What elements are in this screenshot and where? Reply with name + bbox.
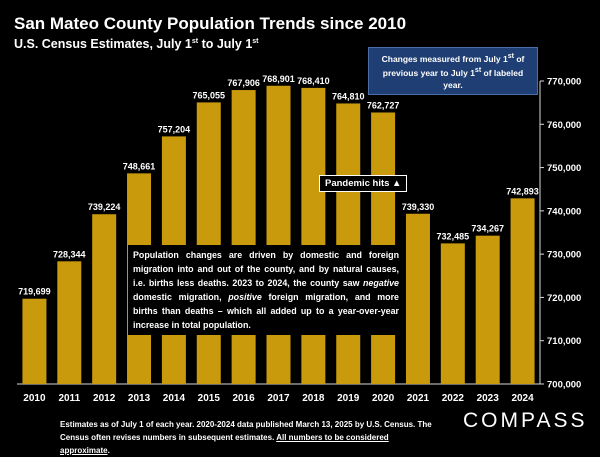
x-tick-label: 2021 (407, 393, 430, 404)
bar (266, 85, 291, 384)
bar (440, 243, 465, 384)
y-tick-label: 750,000 (547, 163, 581, 174)
chart-title: San Mateo County Population Trends since… (14, 14, 407, 33)
bar-value-label: 728,344 (53, 249, 86, 259)
bar (196, 102, 221, 384)
bar-value-label: 767,906 (227, 78, 260, 88)
chart-subtitle: U.S. Census Estimates, July 1st to July … (14, 37, 259, 51)
bar-value-label: 732,485 (437, 231, 470, 241)
x-tick-label: 2019 (337, 393, 360, 404)
x-tick-label: 2015 (198, 393, 221, 404)
bar-value-label: 768,901 (262, 74, 295, 84)
x-tick-label: 2012 (93, 393, 116, 404)
bar (22, 298, 47, 384)
bar-value-label: 719,699 (18, 287, 51, 297)
bar-value-label: 764,810 (332, 91, 365, 101)
bar-value-label: 757,204 (158, 124, 191, 134)
bar-value-label: 768,410 (297, 76, 330, 86)
x-tick-label: 2018 (302, 393, 325, 404)
bar-value-label: 739,224 (88, 202, 121, 212)
x-tick-label: 2024 (511, 393, 534, 404)
y-tick-label: 730,000 (547, 250, 581, 261)
measurement-note: Changes measured from July 1st of previo… (368, 47, 538, 95)
bar (510, 198, 535, 384)
bar-value-label: 739,330 (402, 202, 435, 212)
explanation-text: Population changes are driven by domesti… (128, 245, 404, 335)
y-tick-label: 720,000 (547, 293, 581, 304)
bar (301, 87, 326, 384)
y-tick-label: 700,000 (547, 380, 581, 391)
x-tick-label: 2022 (442, 393, 465, 404)
bar-value-label: 742,893 (506, 186, 539, 196)
x-tick-label: 2011 (58, 393, 80, 404)
pandemic-callout: Pandemic hits ▲ (319, 175, 408, 192)
x-tick-label: 2023 (477, 393, 500, 404)
x-tick-label: 2013 (128, 393, 151, 404)
y-tick-label: 740,000 (547, 206, 581, 217)
bar (92, 214, 117, 384)
y-tick-label: 770,000 (547, 77, 581, 88)
y-tick-label: 760,000 (547, 120, 581, 131)
bar-value-label: 765,055 (192, 90, 225, 100)
bar (405, 213, 430, 384)
bar (231, 90, 256, 384)
footnote: Estimates as of July 1 of each year. 202… (60, 420, 432, 455)
bar (57, 261, 82, 384)
x-tick-label: 2016 (233, 393, 256, 404)
bar (475, 235, 500, 384)
bar-value-label: 762,727 (367, 100, 400, 110)
y-tick-label: 710,000 (547, 336, 581, 347)
x-tick-label: 2014 (163, 393, 186, 404)
x-tick-label: 2017 (267, 393, 290, 404)
compass-logo: COMPASS (463, 409, 588, 432)
bar-value-label: 748,661 (123, 161, 156, 171)
bar-value-label: 734,267 (471, 224, 504, 234)
x-tick-label: 2010 (23, 393, 46, 404)
bar (336, 103, 361, 385)
x-tick-label: 2020 (372, 393, 395, 404)
